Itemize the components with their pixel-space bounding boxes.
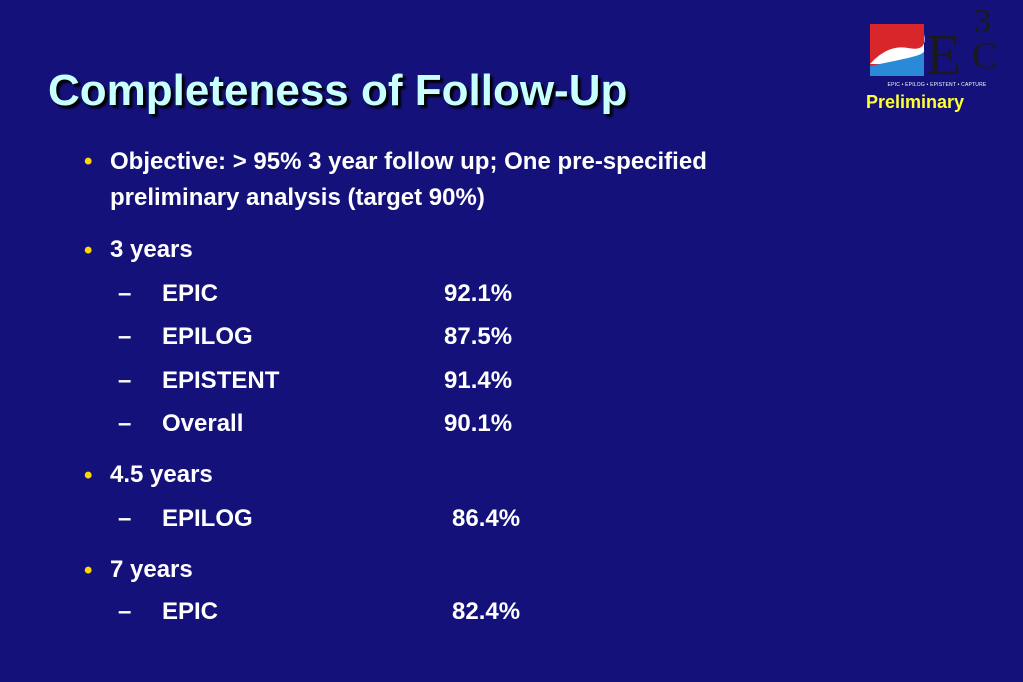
objective-line-2: preliminary analysis (target 90%) (110, 184, 485, 211)
item-epilog-3y-name: EPILOG (162, 323, 253, 350)
logo-wave (870, 34, 925, 64)
bullet-3-years: 3 years (110, 236, 193, 263)
e3c-logo: E 3 C (870, 4, 997, 87)
bullet-4-5-years: 4.5 years (110, 461, 213, 488)
item-epilog-4-5y-value: 86.4% (452, 505, 521, 532)
item-epic-7y-value: 82.4% (452, 598, 521, 625)
preliminary-badge: Preliminary (866, 92, 965, 112)
item-epilog-4-5y-name: EPILOG (162, 505, 253, 532)
logo-tagline: EPIC • EPILOG • EPISTENT • CAPTURE (887, 82, 987, 88)
dash-marker: – (118, 410, 132, 437)
bullet-marker: • (84, 148, 93, 175)
bullet-marker: • (84, 237, 93, 264)
logo-letter-c: C (972, 35, 997, 77)
item-epistent-3y-name: EPISTENT (162, 367, 280, 394)
logo-superscript-3: 3 (974, 4, 991, 40)
dash-marker: – (118, 598, 132, 625)
dash-marker: – (118, 505, 132, 532)
bullet-marker: • (84, 462, 93, 489)
bullet-marker: • (84, 557, 93, 584)
dash-marker: – (118, 323, 132, 350)
dash-marker: – (118, 367, 132, 394)
logo-letter-e: E (926, 22, 961, 87)
slide-title: Completeness of Follow-Up (48, 66, 628, 115)
item-epic-3y-value: 92.1% (444, 280, 513, 307)
item-epilog-3y-value: 87.5% (444, 323, 513, 350)
item-epic-7y-name: EPIC (162, 598, 219, 625)
item-overall-3y-name: Overall (162, 410, 244, 437)
logo-blue-wave (870, 50, 925, 76)
item-epistent-3y-value: 91.4% (444, 367, 513, 394)
objective-line-1: Objective: > 95% 3 year follow up; One p… (110, 148, 707, 175)
item-epic-3y-name: EPIC (162, 280, 219, 307)
bullet-7-years: 7 years (110, 556, 193, 583)
dash-marker: – (118, 280, 132, 307)
item-overall-3y-value: 90.1% (444, 410, 513, 437)
